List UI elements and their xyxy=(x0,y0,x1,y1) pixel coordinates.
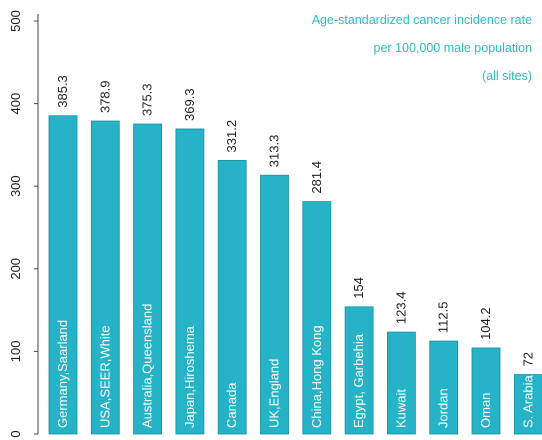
data-label: 154 xyxy=(351,277,366,299)
category-label: Australia,Queensland xyxy=(140,304,155,428)
category-label: Canada xyxy=(224,382,239,428)
bar xyxy=(386,331,416,435)
data-label: 375.3 xyxy=(140,83,155,116)
category-label: Japan,Hiroshema xyxy=(182,325,197,428)
data-label: 281.4 xyxy=(309,161,324,194)
y-tick-label: 400 xyxy=(8,93,23,115)
category-label: S. Arabia xyxy=(520,374,535,428)
bar xyxy=(260,174,289,435)
category-label: Oman xyxy=(478,393,493,428)
category-label: USA,SEER,White xyxy=(97,325,112,428)
category-label: Germany,Saarland xyxy=(55,320,70,428)
y-tick-label: 200 xyxy=(8,258,23,280)
bar xyxy=(90,120,120,435)
y-tick-label: 100 xyxy=(8,341,23,363)
data-label: 72 xyxy=(520,352,535,366)
y-tick-label: 500 xyxy=(8,10,23,32)
data-label: 378.9 xyxy=(97,80,112,113)
bar xyxy=(471,347,501,435)
data-label: 331.2 xyxy=(224,120,239,153)
category-label: Jordan xyxy=(436,388,451,428)
bar xyxy=(429,340,459,435)
bar xyxy=(217,160,247,435)
data-label: 112.5 xyxy=(436,301,451,333)
title-line-1: Age-standardized cancer incidence rate xyxy=(311,13,532,27)
y-tick-label: 0 xyxy=(8,430,23,437)
data-label: 104.2 xyxy=(478,307,493,340)
y-tick-label: 300 xyxy=(8,175,23,197)
title-line-2: per 100,000 male population xyxy=(373,41,532,55)
data-label: 313.3 xyxy=(267,135,282,168)
category-label: Egypt, Garbehia xyxy=(351,333,366,428)
category-label: Kuwait xyxy=(393,389,408,428)
data-label: 385.3 xyxy=(55,75,70,108)
bar xyxy=(344,306,374,435)
bar xyxy=(133,123,163,435)
bar xyxy=(513,374,542,435)
data-label: 123.4 xyxy=(393,292,408,325)
bar xyxy=(302,201,332,435)
bar xyxy=(175,128,205,435)
bar xyxy=(48,115,78,435)
title-line-3: (all sites) xyxy=(481,69,532,83)
category-label: UK,England xyxy=(267,359,282,428)
data-label: 369.3 xyxy=(182,88,197,121)
category-label: China,Hong Kong xyxy=(309,325,324,428)
